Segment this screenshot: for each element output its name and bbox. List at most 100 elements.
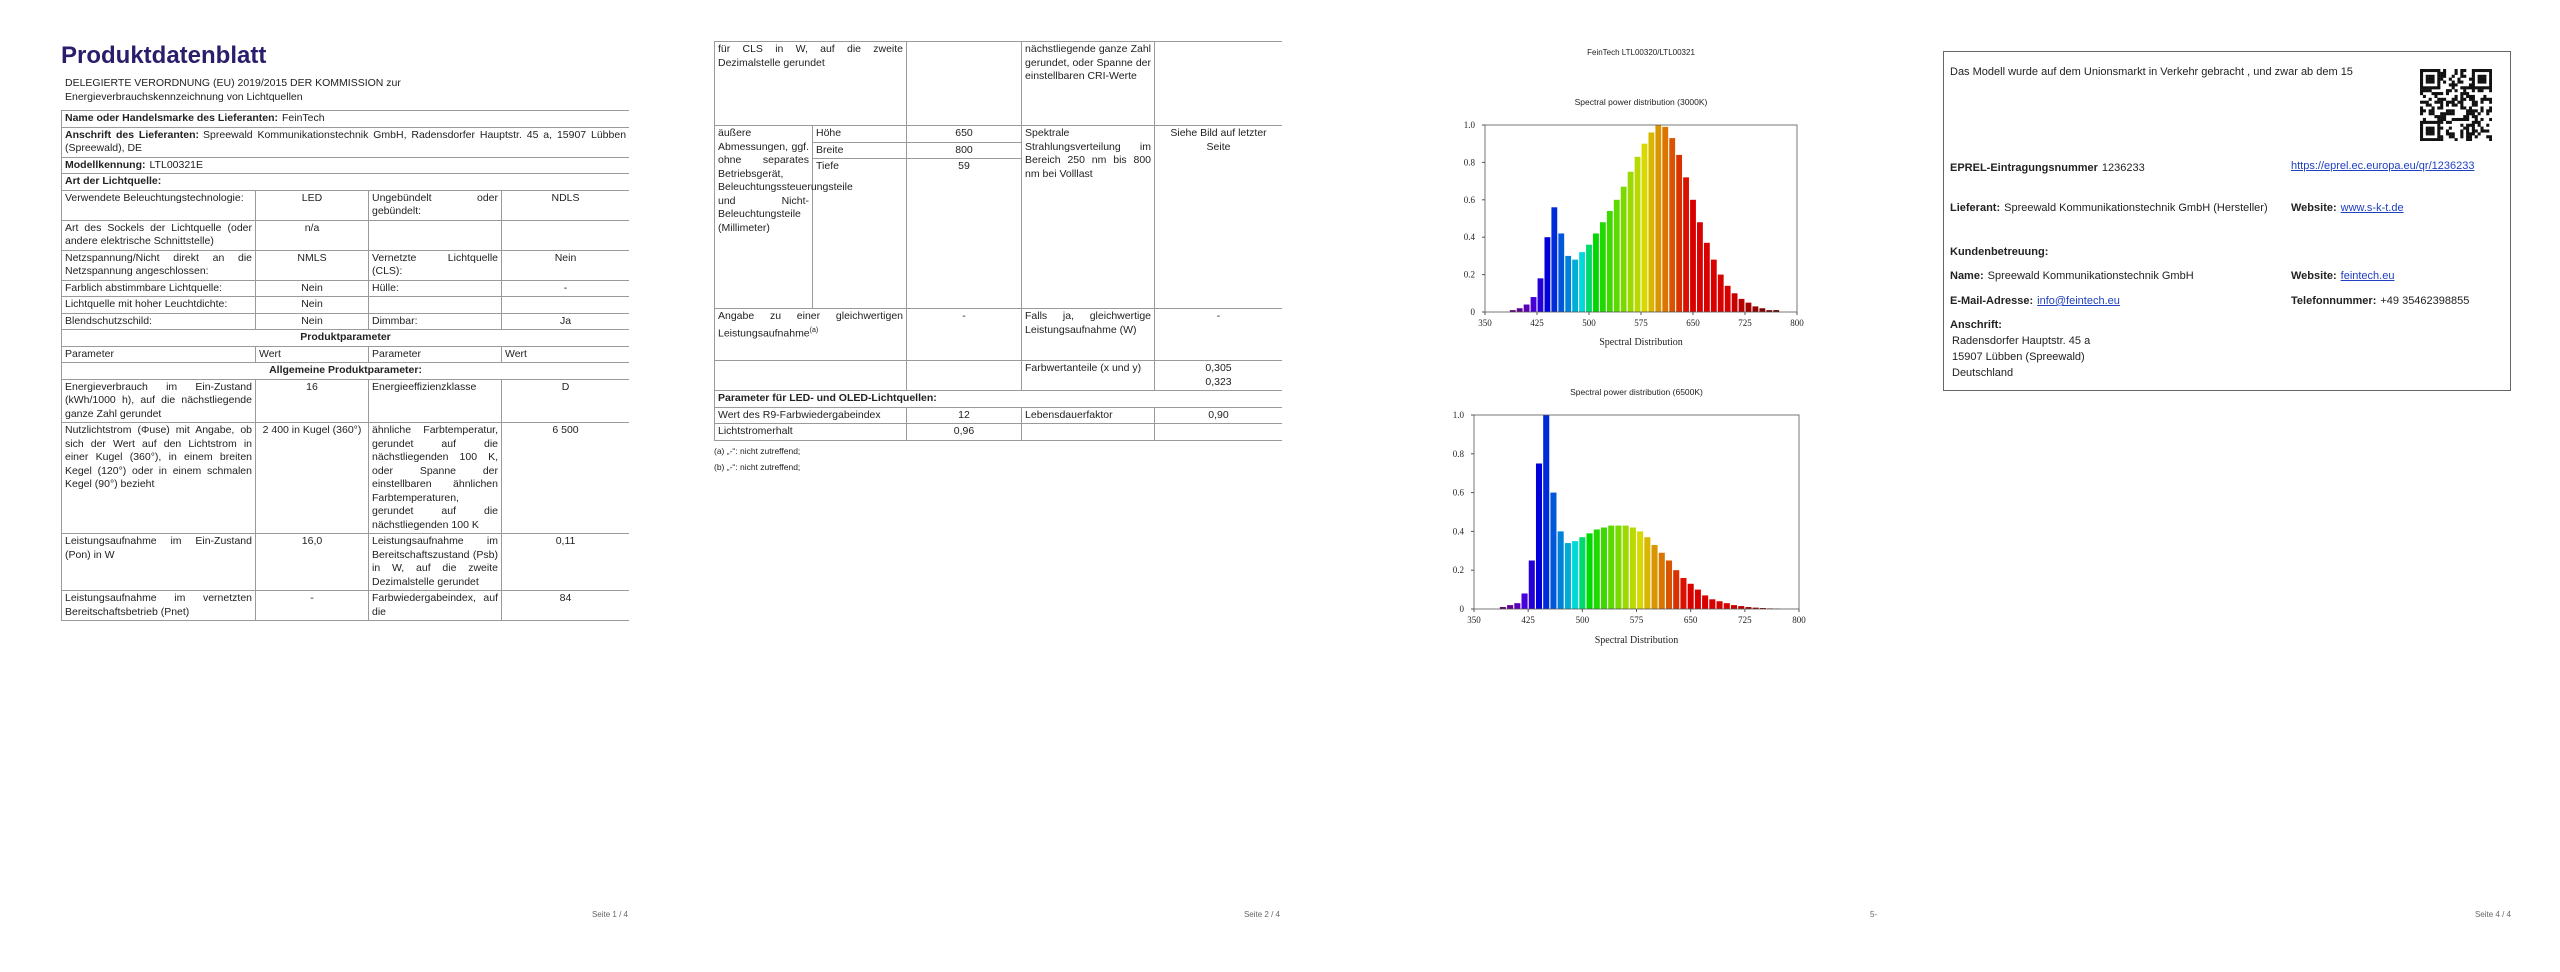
qr-module	[2448, 100, 2452, 104]
qr-module	[2440, 117, 2444, 122]
qr-module	[2489, 117, 2492, 122]
qr-module	[2437, 106, 2441, 110]
qr-module	[2431, 132, 2435, 136]
qr-module	[2480, 117, 2484, 122]
qr-module	[2466, 132, 2470, 136]
qr-module	[2474, 103, 2478, 107]
bar	[1745, 607, 1752, 609]
qr-module	[2451, 132, 2455, 136]
qr-module	[2471, 77, 2475, 81]
qr-module	[2480, 106, 2484, 110]
qr-module	[2460, 74, 2464, 78]
eprel-link[interactable]: https://eprel.ec.europa.eu/qr/1236233	[2291, 160, 2475, 172]
link[interactable]: www.s-k-t.de	[2340, 202, 2404, 214]
qr-module	[2460, 71, 2464, 75]
page-1: Produktdatenblatt DELEGIERTE VERORDNUNG …	[61, 41, 629, 903]
qr-module	[2428, 129, 2432, 133]
footnote: (b) „-“: nicht zutreffend;	[714, 461, 801, 472]
qr-module	[2477, 132, 2481, 136]
bar	[1613, 199, 1620, 312]
qr-module	[2471, 69, 2475, 73]
qr-module	[2471, 97, 2475, 101]
qr-module	[2489, 77, 2492, 81]
qr-module	[2434, 86, 2438, 90]
table-cell: Farbwiedergabeindex, auf die	[368, 590, 502, 621]
qr-module	[2468, 86, 2473, 90]
table-row: Verwendete Beleuchtungstechnologie: LED Un…	[61, 189, 629, 221]
x-tick-label: 575	[1630, 615, 1644, 625]
value: Spreewald Kommunikationstechnik GmbH	[1987, 270, 2194, 282]
qr-module	[2422, 86, 2426, 90]
table-cell: n/a	[255, 219, 369, 251]
qr-module	[2440, 77, 2444, 81]
field: EPREL-Eintragungsnummer 1236233	[1950, 160, 2145, 176]
x-tick-label: 575	[1634, 318, 1648, 328]
qr-module	[2437, 92, 2441, 96]
x-tick-label: 650	[1684, 615, 1698, 625]
qr-module	[2437, 123, 2441, 127]
qr-module	[2448, 120, 2452, 124]
qr-module	[2425, 103, 2429, 107]
bar	[1673, 570, 1680, 609]
bar	[1690, 199, 1696, 312]
qr-module	[2422, 94, 2426, 98]
table-cell	[714, 360, 908, 391]
bar	[1697, 222, 1703, 312]
x-tick-label: 650	[1686, 318, 1700, 328]
x-tick-label: 425	[1521, 615, 1535, 625]
section-heading: Allgemeine Produktparameter:	[61, 362, 629, 380]
qr-module	[2425, 86, 2429, 90]
qr-code	[2420, 69, 2492, 141]
qr-module	[2466, 123, 2470, 127]
table-cell: Name oder Handelsmarke des Lieferanten: F…	[61, 110, 629, 128]
qr-module	[2420, 69, 2424, 73]
qr-module	[2457, 117, 2461, 122]
qr-module	[2448, 112, 2452, 116]
qr-module	[2422, 69, 2426, 73]
qr-module	[2431, 109, 2435, 113]
qr-module	[2434, 94, 2438, 98]
qr-module	[2420, 74, 2424, 78]
bar	[1572, 541, 1579, 609]
table: Name oder Handelsmarke des Lieferanten: F…	[61, 110, 629, 621]
qr-module	[2437, 83, 2441, 87]
link[interactable]: info@feintech.eu	[2037, 295, 2120, 307]
qr-module	[2466, 129, 2470, 133]
table-row: Blendschutzschild: Nein Dimmbar: Ja	[61, 312, 629, 330]
qr-module	[2425, 138, 2429, 141]
field: Website: www.s-k-t.de	[2291, 200, 2404, 216]
bar	[1658, 552, 1665, 609]
y-tick-label: 0.8	[1464, 157, 1476, 167]
qr-module	[2428, 120, 2432, 124]
qr-module	[2489, 80, 2492, 84]
qr-module	[2420, 80, 2424, 84]
field: Website: feintech.eu	[2291, 268, 2394, 284]
qr-module	[2463, 74, 2467, 78]
qr-module	[2460, 86, 2464, 90]
qr-module	[2443, 97, 2447, 101]
qr-module	[2460, 129, 2464, 133]
qr-module	[2486, 129, 2490, 133]
qr-module	[2474, 129, 2478, 133]
bar	[1558, 233, 1565, 312]
qr-module	[2440, 135, 2444, 139]
qr-module	[2463, 106, 2467, 110]
bar	[1730, 605, 1738, 609]
label: Anschrift des Lieferanten:	[65, 128, 200, 141]
qr-module	[2471, 123, 2475, 127]
table-cell: Lichtstromerhalt	[714, 423, 908, 441]
label: Modellkennung:	[65, 158, 146, 171]
bar	[1499, 607, 1506, 609]
link[interactable]: feintech.eu	[2340, 270, 2395, 282]
page-footer: Seite 1 / 4	[591, 910, 628, 919]
qr-module	[2471, 86, 2475, 90]
bar	[1731, 293, 1738, 312]
qr-module	[2474, 109, 2478, 113]
y-tick-label: 0.4	[1453, 526, 1465, 536]
qr-module	[2437, 129, 2441, 133]
qr-module	[2468, 94, 2473, 98]
page-footer: Seite 2 / 4	[1243, 910, 1280, 919]
qr-module	[2480, 89, 2484, 93]
qr-module	[2428, 138, 2432, 141]
